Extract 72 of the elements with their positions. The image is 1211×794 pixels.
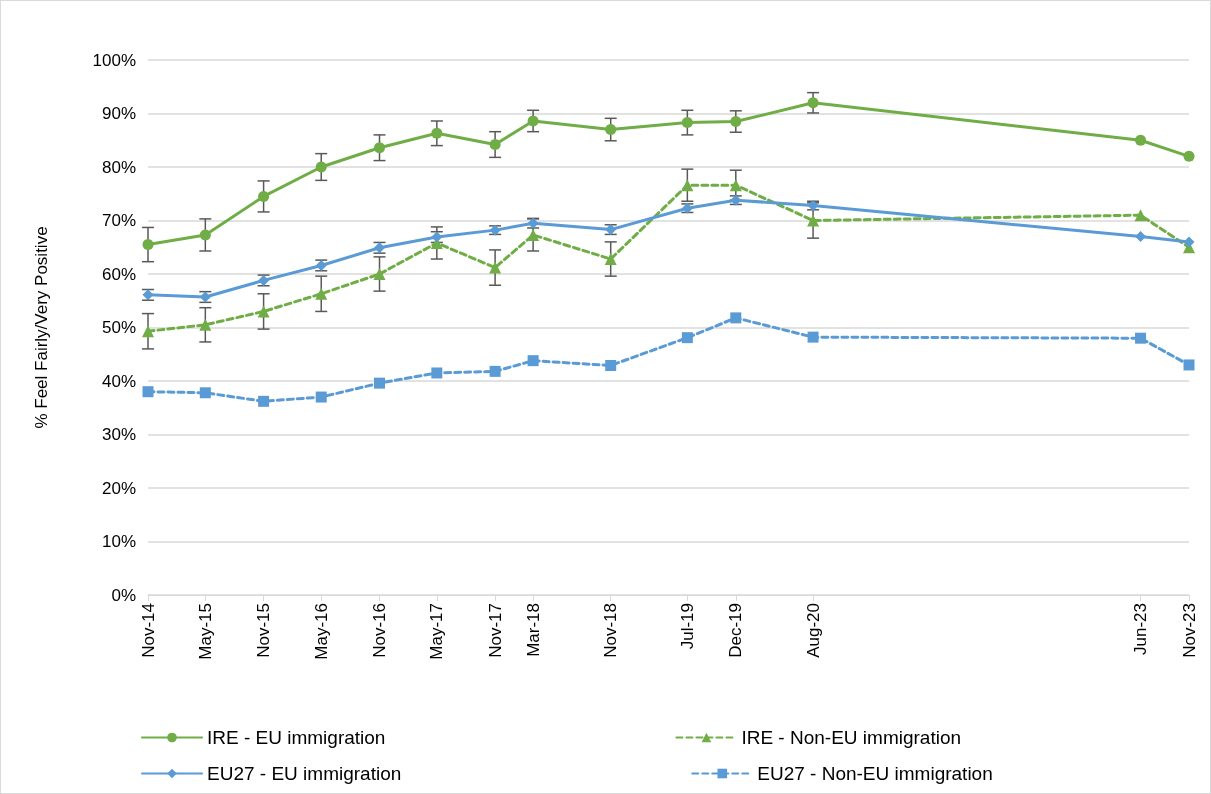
x-tick-label: May-17: [427, 603, 447, 660]
point: [527, 115, 539, 127]
point: [199, 318, 212, 331]
y-tick-label: 10%: [101, 532, 136, 551]
point: [142, 239, 154, 251]
legend-label: IRE - EU immigration: [207, 727, 386, 748]
point: [431, 127, 443, 139]
y-tick-label: 30%: [101, 425, 136, 444]
point: [315, 287, 328, 300]
point: [373, 268, 386, 280]
point: [681, 179, 694, 192]
point: [257, 305, 270, 318]
x-tick-label: Jun-23: [1131, 603, 1151, 655]
point: [527, 355, 539, 367]
legend-label: EU27 - Non-EU immigration: [757, 763, 993, 784]
x-tick-label: Dec-19: [726, 603, 746, 658]
x-tick-label: Mar-18: [523, 603, 543, 657]
x-tick-label: May-16: [311, 603, 331, 660]
legend-label: EU27 - EU immigration: [207, 763, 402, 784]
point: [315, 391, 327, 403]
point: [730, 116, 742, 128]
y-tick-label: 90%: [101, 104, 136, 123]
legend-label: IRE - Non-EU immigration: [741, 727, 962, 748]
point: [1135, 332, 1147, 344]
point: [729, 179, 742, 192]
y-tick-label: 0%: [111, 585, 136, 605]
x-tick-label: Aug-20: [803, 603, 823, 658]
point: [681, 332, 693, 344]
x-tick-label: Nov-18: [601, 603, 621, 658]
point: [374, 377, 386, 389]
point: [807, 214, 820, 227]
point: [1183, 236, 1195, 248]
x-tick-label: May-15: [195, 603, 215, 660]
point: [605, 359, 617, 371]
point: [1183, 359, 1195, 371]
x-tick-label: Nov-15: [254, 603, 274, 658]
point: [730, 312, 742, 324]
point: [1183, 150, 1195, 162]
point: [374, 142, 386, 154]
point: [605, 124, 617, 136]
point: [681, 117, 693, 129]
point: [489, 139, 501, 151]
x-tick-label: Nov-17: [485, 603, 505, 658]
x-tick-label: Nov-23: [1179, 603, 1199, 658]
point: [1134, 209, 1147, 222]
y-tick-label: 40%: [101, 371, 136, 391]
point: [604, 253, 617, 266]
x-tick-label: Nov-14: [138, 603, 158, 658]
x-tick-label: Nov-16: [370, 603, 390, 658]
point: [431, 367, 443, 379]
point: [315, 161, 327, 173]
point: [489, 365, 501, 377]
point: [199, 387, 211, 399]
point: [527, 228, 540, 241]
point: [489, 261, 502, 274]
point: [142, 325, 154, 338]
point: [258, 190, 270, 202]
point: [142, 386, 154, 398]
y-tick-label: 50%: [101, 318, 136, 337]
y-tick-label: 100%: [92, 50, 136, 70]
point: [258, 395, 270, 407]
y-tick-label: 80%: [101, 157, 136, 177]
point: [1135, 134, 1147, 146]
point: [807, 97, 819, 109]
point: [807, 331, 819, 343]
y-tick-label: 60%: [101, 264, 136, 284]
y-tick-label: 20%: [101, 478, 136, 498]
y-tick-label: 70%: [101, 211, 136, 230]
point: [1135, 231, 1147, 243]
x-tick-label: Jul-19: [677, 603, 697, 650]
y-axis-title: % Feel Fairly/Very Positive: [32, 226, 51, 429]
point: [199, 229, 211, 241]
